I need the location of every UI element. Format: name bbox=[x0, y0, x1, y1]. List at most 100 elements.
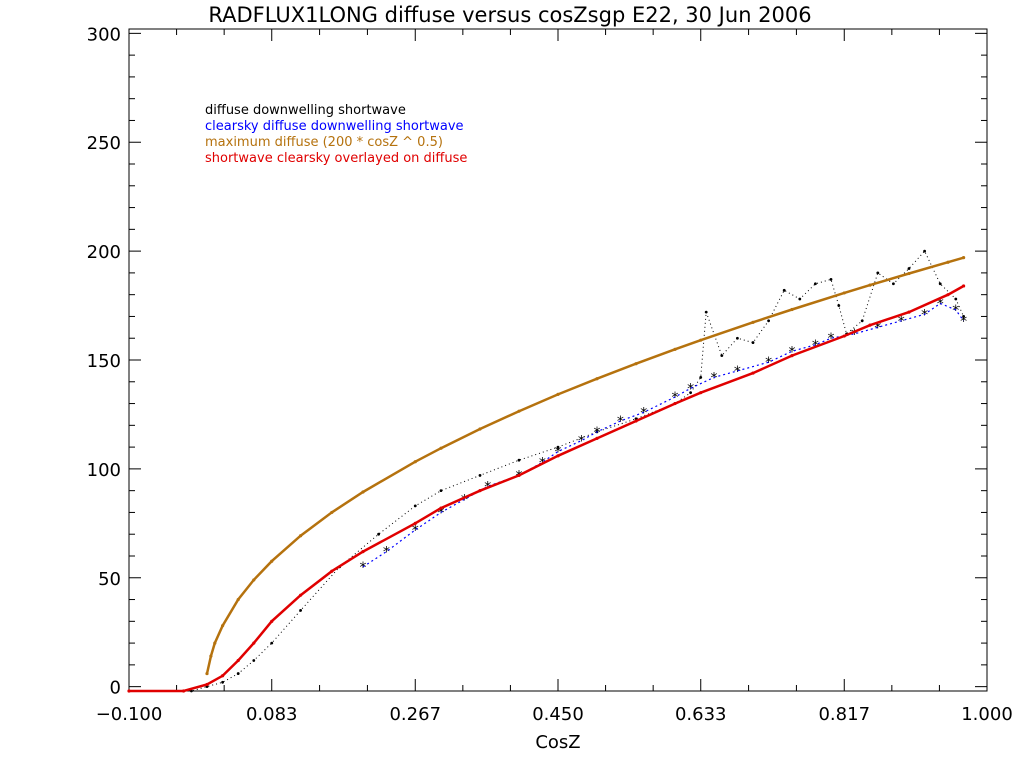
data-point bbox=[517, 473, 521, 478]
data-point bbox=[205, 671, 209, 676]
data-point bbox=[413, 460, 417, 464]
data-point bbox=[252, 578, 256, 582]
data-point bbox=[699, 391, 703, 395]
data-point: * bbox=[711, 370, 718, 386]
data-point: * bbox=[687, 381, 694, 397]
data-point bbox=[236, 597, 240, 602]
data-point bbox=[673, 401, 677, 406]
data-point bbox=[377, 532, 380, 536]
data-point bbox=[299, 593, 303, 597]
data-point bbox=[221, 680, 225, 684]
data-point bbox=[413, 504, 417, 508]
data-point bbox=[517, 409, 521, 413]
data-point: * bbox=[952, 303, 959, 319]
data-point bbox=[907, 267, 911, 270]
data-point bbox=[330, 569, 334, 573]
x-tick-label: 0.083 bbox=[246, 704, 298, 725]
data-point bbox=[736, 336, 739, 340]
series-trace bbox=[129, 250, 965, 692]
series-line bbox=[129, 284, 965, 693]
data-point: * bbox=[874, 320, 881, 336]
data-point: * bbox=[555, 444, 562, 460]
data-point bbox=[361, 550, 365, 554]
data-point: * bbox=[594, 425, 601, 441]
data-point bbox=[868, 283, 872, 287]
data-point bbox=[517, 458, 521, 462]
data-point bbox=[751, 341, 755, 344]
data-point bbox=[829, 278, 833, 281]
data-point bbox=[270, 641, 274, 645]
data-point bbox=[221, 674, 225, 678]
data-point bbox=[439, 446, 443, 450]
data-point bbox=[270, 619, 274, 623]
x-tick-label: 0.817 bbox=[818, 704, 870, 725]
data-point bbox=[236, 658, 240, 663]
data-point: * bbox=[360, 560, 367, 576]
data-point: * bbox=[734, 364, 741, 380]
data-point: * bbox=[789, 344, 796, 360]
data-point bbox=[209, 654, 213, 658]
data-point bbox=[213, 641, 217, 645]
data-point bbox=[478, 427, 482, 431]
data-point bbox=[876, 271, 880, 275]
data-point bbox=[720, 354, 724, 358]
y-axis-ticks: 0 50 100 150 200 250 300 bbox=[87, 24, 987, 699]
data-point bbox=[478, 489, 482, 493]
legend-entry: maximum diffuse (200 * cosZ ^ 0.5) bbox=[205, 135, 443, 150]
data-point bbox=[595, 377, 599, 381]
data-point: * bbox=[960, 314, 967, 330]
y-tick-label: 250 bbox=[87, 133, 121, 154]
data-point: * bbox=[383, 545, 390, 561]
data-point bbox=[221, 624, 225, 628]
y-tick-label: 100 bbox=[87, 460, 121, 481]
series-4 bbox=[127, 284, 966, 693]
series-line bbox=[205, 256, 964, 674]
data-point bbox=[556, 392, 560, 397]
data-point bbox=[205, 682, 209, 687]
data-point bbox=[413, 521, 417, 525]
data-point bbox=[938, 282, 942, 286]
data-point bbox=[556, 454, 560, 458]
data-point bbox=[842, 291, 846, 295]
data-point bbox=[946, 293, 950, 297]
data-point: * bbox=[765, 355, 772, 371]
x-axis-ticks: −0.100 0.083 0.267 0.450 0.633 0.817 1.000 bbox=[96, 29, 1013, 725]
data-point bbox=[330, 510, 334, 515]
data-point bbox=[923, 249, 926, 253]
data-point bbox=[699, 376, 703, 379]
data-point bbox=[634, 362, 638, 366]
data-point: * bbox=[438, 505, 445, 521]
y-tick-label: 300 bbox=[87, 24, 121, 45]
data-point bbox=[946, 260, 950, 264]
data-point: * bbox=[617, 414, 624, 430]
data-point bbox=[962, 284, 966, 288]
legend-entry: diffuse downwelling shortwave bbox=[205, 103, 406, 118]
data-point bbox=[634, 419, 638, 423]
series-3 bbox=[205, 256, 966, 676]
y-tick-label: 200 bbox=[87, 242, 121, 263]
data-point: * bbox=[921, 307, 928, 323]
y-tick-label: 150 bbox=[87, 351, 121, 372]
x-tick-label: 1.000 bbox=[961, 704, 1013, 725]
data-point: * bbox=[578, 434, 585, 450]
data-point bbox=[270, 559, 274, 563]
data-point bbox=[907, 310, 911, 314]
data-point: * bbox=[937, 296, 944, 312]
data-point bbox=[790, 354, 794, 358]
data-point bbox=[782, 288, 786, 292]
data-point: * bbox=[461, 492, 468, 508]
data-point bbox=[299, 534, 303, 538]
legend-entry: shortwave clearsky overlayed on diffuse bbox=[205, 151, 467, 166]
data-point bbox=[182, 689, 186, 693]
chart-title: RADFLUX1LONG diffuse versus cosZsgp E22,… bbox=[208, 3, 811, 27]
series-layer: **************************** bbox=[127, 249, 967, 693]
data-point bbox=[751, 371, 755, 375]
x-tick-label: 0.267 bbox=[389, 704, 441, 725]
data-point bbox=[962, 256, 966, 260]
data-point bbox=[595, 436, 599, 440]
x-axis-label: CosZ bbox=[535, 732, 580, 753]
data-point bbox=[907, 271, 911, 276]
